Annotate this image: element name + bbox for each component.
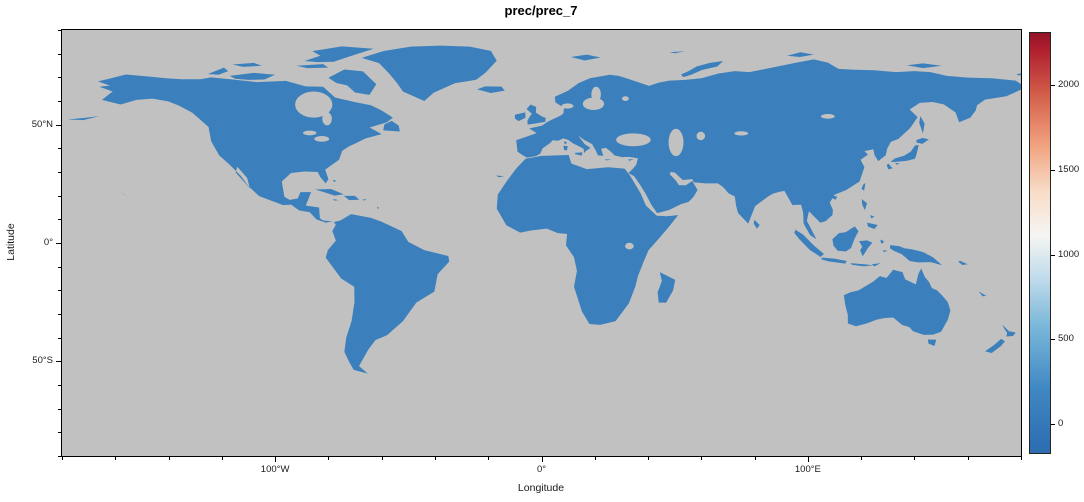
y-minor-tick: [58, 171, 61, 173]
x-minor-tick: [168, 457, 170, 460]
x-minor-tick: [594, 457, 596, 460]
x-minor-tick: [1020, 457, 1022, 460]
y-tick-label: 50°N: [31, 118, 53, 130]
y-minor-tick: [58, 337, 61, 339]
james-bay: [322, 112, 332, 126]
y-minor-tick: [58, 195, 61, 197]
x-major-tick: [541, 457, 543, 462]
great-lakes-west: [303, 130, 317, 136]
colorbar-tick: [1051, 254, 1055, 256]
colorbar-tick: [1051, 338, 1055, 340]
x-major-tick: [274, 457, 276, 462]
y-minor-tick: [58, 76, 61, 78]
gulf-of-bothnia: [591, 86, 601, 102]
x-tick-label: 100°E: [794, 464, 821, 475]
y-minor-tick: [58, 289, 61, 291]
x-axis-label: Longitude: [517, 482, 565, 494]
x-minor-tick: [487, 457, 489, 460]
x-minor-tick: [700, 457, 702, 460]
colorbar-tick-label: 1000: [1058, 248, 1080, 260]
x-minor-tick: [913, 457, 915, 460]
y-minor-tick: [58, 53, 61, 55]
x-minor-tick: [647, 457, 649, 460]
world-map-canvas: [67, 45, 1021, 374]
y-minor-tick: [58, 147, 61, 149]
x-minor-tick: [381, 457, 383, 460]
map-plot-area: [61, 29, 1022, 457]
y-major-tick: [56, 124, 61, 126]
y-major-tick: [56, 360, 61, 362]
y-tick-label: 0°: [43, 237, 53, 248]
colorbar-tick: [1051, 84, 1055, 86]
y-minor-tick: [58, 29, 61, 31]
x-tick-label: 100°W: [260, 464, 290, 475]
x-minor-tick: [114, 457, 116, 460]
y-minor-tick: [58, 455, 61, 457]
world-landmasses: [67, 45, 1021, 374]
x-minor-tick: [967, 457, 969, 460]
y-minor-tick: [58, 384, 61, 386]
colorbar-tick: [1051, 169, 1055, 171]
x-minor-tick: [754, 457, 756, 460]
lake-ladoga: [621, 96, 629, 101]
baltic-sea: [582, 97, 605, 110]
y-minor-tick: [58, 313, 61, 315]
y-minor-tick: [58, 431, 61, 433]
great-lakes-east: [314, 136, 330, 142]
x-minor-tick: [61, 457, 63, 460]
colorbar-tick-label: 1500: [1058, 163, 1080, 175]
caspian-sea: [668, 128, 684, 157]
x-major-tick: [807, 457, 809, 462]
colorbar-tick: [1051, 423, 1055, 425]
aral-sea: [696, 131, 706, 141]
inland-water-bodies: [295, 86, 835, 250]
lake-victoria: [625, 242, 634, 250]
x-tick-label: 0°: [536, 464, 547, 475]
x-minor-tick: [860, 457, 862, 460]
y-minor-tick: [58, 266, 61, 268]
colorbar-tick-label: 2000: [1058, 79, 1080, 91]
x-minor-tick: [327, 457, 329, 460]
skagerrak: [561, 103, 574, 109]
y-minor-tick: [58, 100, 61, 102]
y-major-tick: [56, 242, 61, 244]
x-minor-tick: [221, 457, 223, 460]
y-minor-tick: [58, 218, 61, 220]
black-sea: [616, 133, 651, 147]
lake-baikal: [820, 114, 835, 119]
x-minor-tick: [434, 457, 436, 460]
colorbar: [1029, 32, 1051, 454]
colorbar-tick-label: 0: [1058, 418, 1064, 430]
y-minor-tick: [58, 408, 61, 410]
y-tick-label: 50°S: [32, 355, 53, 367]
hudson-bay: [295, 91, 333, 118]
colorbar-tick-label: 500: [1058, 333, 1074, 345]
plot-title: prec/prec_7: [504, 3, 578, 18]
lake-balkhash: [734, 131, 749, 136]
